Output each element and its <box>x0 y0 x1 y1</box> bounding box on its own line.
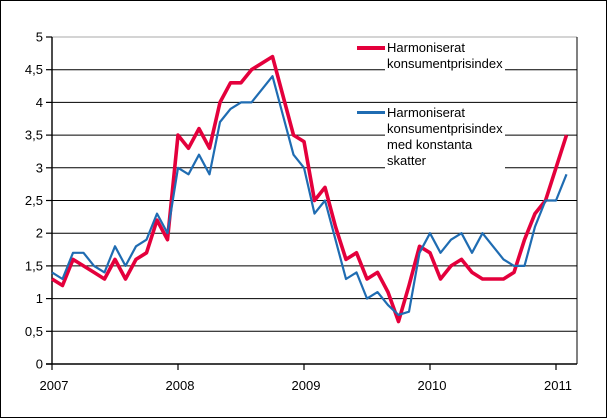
x-axis-label: 2009 <box>292 378 321 393</box>
y-axis-label: 4,5 <box>25 62 43 77</box>
x-axis-label: 2007 <box>40 378 69 393</box>
y-axis-label: 0 <box>36 357 43 372</box>
legend-label-hicp-constant-taxes: Harmoniserat konsumentprisindex med kons… <box>385 104 505 170</box>
y-axis-label: 3,5 <box>25 128 43 143</box>
y-axis-label: 4 <box>36 95 43 110</box>
y-axis-label: 0,5 <box>25 324 43 339</box>
series-line-hicp <box>51 54 569 324</box>
y-axis-label: 2,5 <box>25 193 43 208</box>
series-line-hicp-constant-taxes <box>51 75 568 316</box>
legend-line-sample-hicp <box>357 46 385 50</box>
y-axis-label: 1 <box>36 291 43 306</box>
y-axis-label: 5 <box>36 30 43 45</box>
y-axis-label: 2 <box>36 226 43 241</box>
x-axis-label: 2008 <box>166 378 195 393</box>
legend-label-hicp: Harmoniserat konsumentprisindex <box>385 39 505 73</box>
x-axis-label: 2010 <box>418 378 447 393</box>
y-axis-label: 1,5 <box>25 258 43 273</box>
x-axis-label: 2011 <box>544 378 572 393</box>
legend-line-sample-hicp-constant-taxes <box>357 111 385 114</box>
y-axis-label: 3 <box>36 160 43 175</box>
